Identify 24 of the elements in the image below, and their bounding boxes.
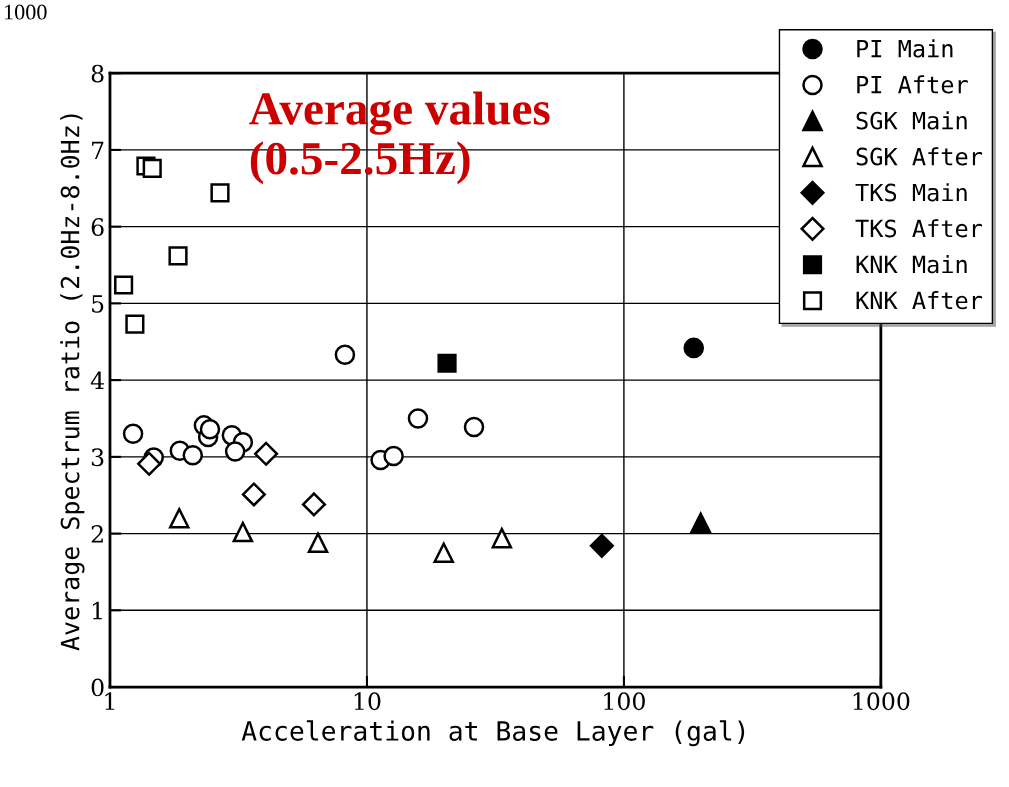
x-axis-title: Acceleration at Base Layer (gal) bbox=[241, 720, 745, 747]
y-tick-label: 8 bbox=[91, 64, 104, 83]
y-tick-label: 3 bbox=[91, 448, 104, 467]
legend-label: PI After bbox=[857, 75, 968, 94]
y-tick-label: 5 bbox=[92, 295, 104, 313]
y-tick-label: 0 bbox=[91, 678, 104, 697]
y-tick-label: 4 bbox=[90, 371, 104, 390]
x-tick-label: 1 bbox=[105, 692, 115, 710]
y-tick-label: 1 bbox=[92, 601, 102, 620]
legend-label: KNK After bbox=[856, 291, 983, 310]
legend-label: KNK Main bbox=[856, 255, 967, 274]
x-tick-label: 10 bbox=[354, 692, 381, 711]
x-tick-label: 1000 bbox=[853, 692, 910, 711]
legend-label: SGK After bbox=[856, 147, 983, 166]
text: 1000 bbox=[4, 4, 47, 20]
legend-label: PI Main bbox=[857, 39, 953, 58]
y-axis-title: Average Spectrum ratio (2.0Hz-8.0Hz) bbox=[60, 114, 85, 651]
legend-label: TKS After bbox=[855, 219, 983, 238]
legend-label: SGK Main bbox=[856, 111, 967, 130]
y-tick-label: 6 bbox=[91, 218, 104, 236]
legend-label: TKS Main bbox=[855, 183, 967, 202]
y-tick-label: 2 bbox=[91, 525, 103, 543]
x-tick-label: 100 bbox=[604, 692, 645, 711]
y-tick-label: 7 bbox=[92, 141, 104, 159]
